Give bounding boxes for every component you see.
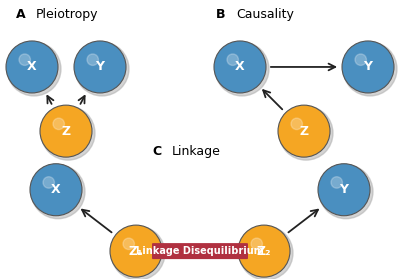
Circle shape xyxy=(215,42,269,96)
Circle shape xyxy=(43,177,54,188)
Circle shape xyxy=(279,106,333,160)
Circle shape xyxy=(355,54,366,65)
Circle shape xyxy=(214,41,266,93)
Text: Y: Y xyxy=(340,183,348,196)
Text: C: C xyxy=(152,145,161,158)
Circle shape xyxy=(19,54,30,65)
Text: Pleiotropy: Pleiotropy xyxy=(36,8,98,21)
Circle shape xyxy=(251,238,262,249)
Circle shape xyxy=(342,41,394,93)
Circle shape xyxy=(343,42,397,96)
Text: X: X xyxy=(51,183,61,196)
Text: Causality: Causality xyxy=(236,8,294,21)
Text: Z₂: Z₂ xyxy=(257,245,271,258)
Circle shape xyxy=(6,41,58,93)
Circle shape xyxy=(75,42,129,96)
Circle shape xyxy=(30,164,82,216)
Circle shape xyxy=(31,165,85,219)
Circle shape xyxy=(7,42,61,96)
Circle shape xyxy=(291,118,302,129)
Circle shape xyxy=(331,177,342,188)
Circle shape xyxy=(40,105,92,157)
Text: A: A xyxy=(16,8,26,21)
Text: Y: Y xyxy=(96,61,104,73)
Circle shape xyxy=(74,41,126,93)
Text: Z: Z xyxy=(62,125,70,138)
Circle shape xyxy=(41,106,95,160)
Circle shape xyxy=(318,164,370,216)
Text: Y: Y xyxy=(364,61,372,73)
FancyBboxPatch shape xyxy=(152,243,248,259)
Circle shape xyxy=(123,238,134,249)
Text: Z₁: Z₁ xyxy=(129,245,143,258)
Circle shape xyxy=(319,165,373,219)
Text: Z: Z xyxy=(300,125,308,138)
Text: Linkage Disequilibrium: Linkage Disequilibrium xyxy=(136,246,264,256)
Circle shape xyxy=(111,226,165,279)
Circle shape xyxy=(278,105,330,157)
Circle shape xyxy=(239,226,293,279)
Text: X: X xyxy=(235,61,245,73)
Text: B: B xyxy=(216,8,226,21)
Circle shape xyxy=(238,225,290,277)
Text: Linkage: Linkage xyxy=(172,145,221,158)
Circle shape xyxy=(87,54,98,65)
Text: X: X xyxy=(27,61,37,73)
Circle shape xyxy=(53,118,64,129)
Circle shape xyxy=(227,54,238,65)
Circle shape xyxy=(110,225,162,277)
